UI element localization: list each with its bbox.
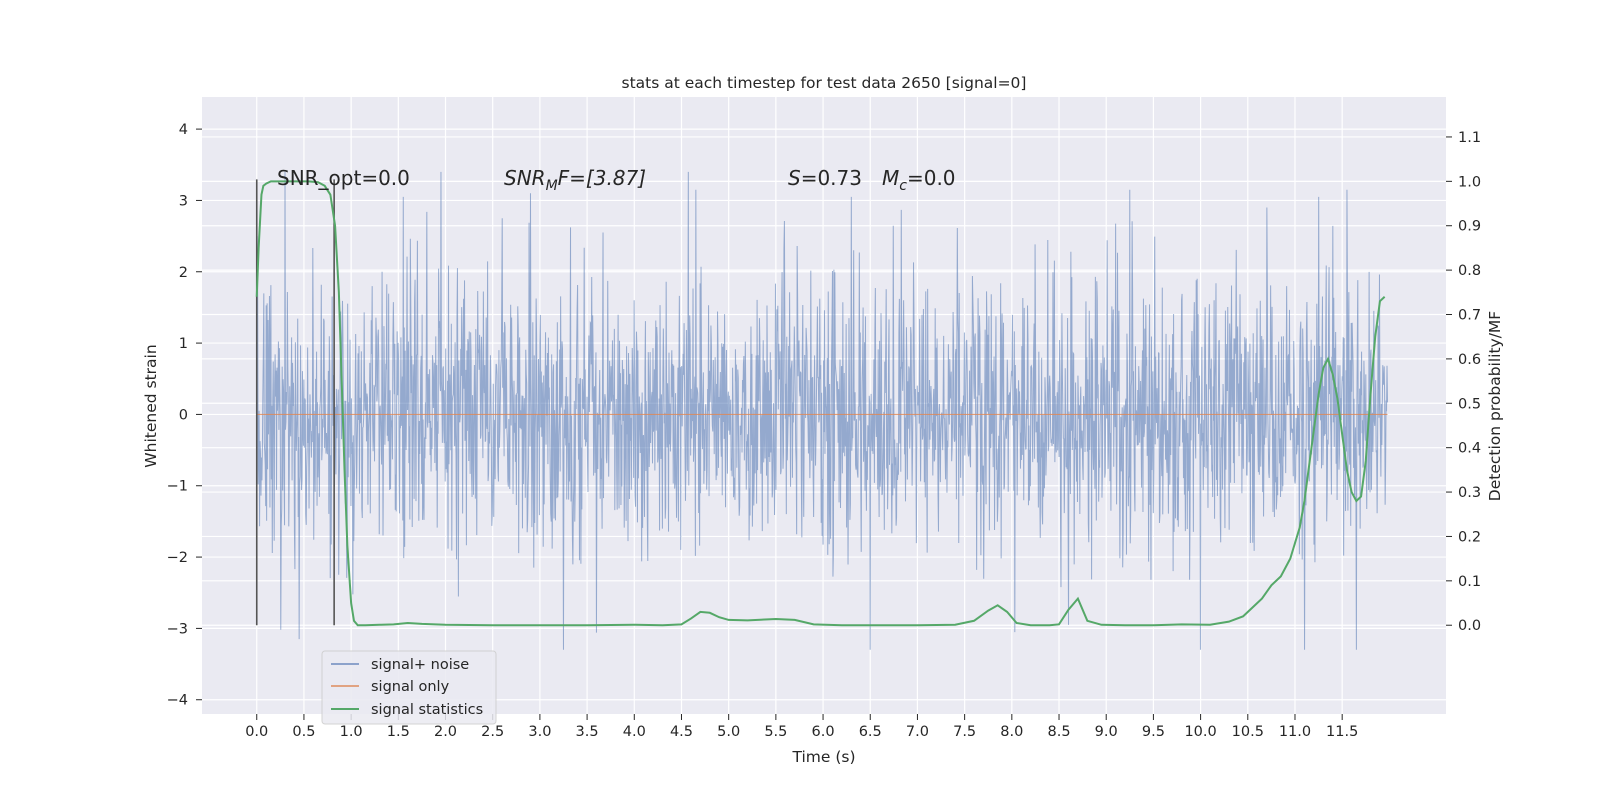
annotation-s-value: =0.73 bbox=[801, 166, 862, 190]
x-tick-label: 1.5 bbox=[387, 724, 410, 740]
x-axis-ticks: 0.0 0.5 1.0 1.5 2.0 2.5 3.0 3.5 4.0 4.5 5.0 5.5 6.0 6… bbox=[245, 714, 1358, 740]
x-tick-label: 4.5 bbox=[670, 724, 693, 740]
x-tick-label: 8.0 bbox=[1000, 724, 1023, 740]
y-left-axis-label: Whitened strain bbox=[142, 344, 160, 467]
x-tick-label: 2.0 bbox=[434, 724, 457, 740]
y-left-tick-label: −1 bbox=[167, 479, 188, 495]
x-tick-label: 7.0 bbox=[906, 724, 929, 740]
y-right-tick-label: 1.0 bbox=[1458, 174, 1481, 190]
y-left-tick-label: 3 bbox=[179, 193, 188, 209]
x-axis-label: Time (s) bbox=[791, 748, 855, 766]
annotation-snr-mf-base: SNR bbox=[504, 166, 546, 190]
x-tick-label: 10.0 bbox=[1184, 724, 1216, 740]
annotation-snr-mf-tail: F=[3.87] bbox=[558, 166, 646, 190]
x-tick-label: 5.0 bbox=[717, 724, 740, 740]
legend-box bbox=[321, 650, 497, 725]
legend-label-signal-plus-noise: signal+ noise bbox=[371, 657, 469, 673]
x-tick-label: 3.0 bbox=[528, 724, 551, 740]
x-tick-label: 11.0 bbox=[1279, 724, 1311, 740]
chart-title: stats at each timestep for test data 265… bbox=[622, 74, 1027, 92]
y-right-tick-label: 0.4 bbox=[1458, 441, 1481, 457]
y-right-tick-label: 0.2 bbox=[1458, 529, 1481, 545]
series-signal-statistics bbox=[255, 180, 1386, 627]
annotation-snr-opt: SNR_opt=0.0 bbox=[277, 166, 410, 190]
legend-label-signal-only: signal only bbox=[371, 679, 450, 695]
legend-label-signal-statistics: signal statistics bbox=[371, 702, 483, 718]
annotation-s: S=0.73 bbox=[788, 166, 862, 190]
y-right-tick-label: 0.7 bbox=[1458, 308, 1481, 324]
y-right-tick-label: 0.5 bbox=[1458, 396, 1481, 412]
y-right-axis-ticks: 0.0 0.1 0.2 0.3 0.4 0.5 0.6 0.7 0.8 0.9 1.0 1.1 bbox=[1446, 130, 1481, 634]
y-left-tick-label: 0 bbox=[179, 407, 188, 423]
series-signal-plus-noise bbox=[256, 171, 1388, 650]
annotation-snr-mf: SNRMF=[3.87] bbox=[504, 166, 646, 194]
x-tick-label: 8.5 bbox=[1047, 724, 1070, 740]
annotation-mc-value: =0.0 bbox=[907, 166, 956, 190]
x-tick-label: 4.0 bbox=[623, 724, 646, 740]
x-tick-label: 0.0 bbox=[245, 724, 268, 740]
x-tick-label: 2.5 bbox=[481, 724, 504, 740]
x-tick-label: 3.5 bbox=[576, 724, 599, 740]
x-tick-label: 7.5 bbox=[953, 724, 976, 740]
y-right-tick-label: 0.3 bbox=[1458, 485, 1481, 501]
signal-plus-noise-line bbox=[256, 171, 1388, 650]
vertical-markers bbox=[255, 179, 335, 626]
y-left-tick-label: −4 bbox=[167, 693, 188, 709]
y-right-axis-label: Detection probability/MF bbox=[1486, 311, 1504, 502]
annotation-mc-base: M bbox=[882, 166, 899, 190]
y-right-tick-label: 0.8 bbox=[1458, 263, 1481, 279]
x-tick-label: 6.0 bbox=[812, 724, 835, 740]
x-tick-label: 1.0 bbox=[340, 724, 363, 740]
y-left-tick-label: 4 bbox=[179, 122, 188, 138]
y-right-tick-label: 0.0 bbox=[1458, 618, 1481, 634]
annotation-mc: Mc=0.0 bbox=[882, 166, 956, 194]
y-right-tick-label: 0.6 bbox=[1458, 352, 1481, 368]
annotation-s-base: S bbox=[788, 166, 801, 190]
x-tick-label: 10.5 bbox=[1232, 724, 1264, 740]
y-right-tick-label: 1.1 bbox=[1458, 130, 1481, 146]
y-right-tick-label: 0.1 bbox=[1458, 574, 1481, 590]
annotation-mc-sub: c bbox=[899, 178, 907, 194]
x-tick-label: 9.5 bbox=[1142, 724, 1165, 740]
x-tick-label: 11.5 bbox=[1326, 724, 1358, 740]
x-tick-label: 5.5 bbox=[764, 724, 787, 740]
annotation-snr-mf-sub: M bbox=[546, 178, 558, 194]
y-left-tick-label: 2 bbox=[179, 265, 188, 281]
x-tick-label: 0.5 bbox=[292, 724, 315, 740]
y-left-tick-label: 1 bbox=[179, 336, 188, 352]
x-tick-label: 9.0 bbox=[1095, 724, 1118, 740]
signal-statistics-line bbox=[255, 180, 1386, 627]
y-left-axis-ticks: −4 −3 −2 −1 0 1 2 3 4 bbox=[167, 122, 202, 709]
legend: signal+ noise signal only signal statist… bbox=[321, 650, 497, 725]
y-left-tick-label: −3 bbox=[167, 621, 188, 637]
x-tick-label: 6.5 bbox=[859, 724, 882, 740]
y-right-tick-label: 0.9 bbox=[1458, 219, 1481, 235]
y-left-tick-label: −2 bbox=[167, 550, 188, 566]
